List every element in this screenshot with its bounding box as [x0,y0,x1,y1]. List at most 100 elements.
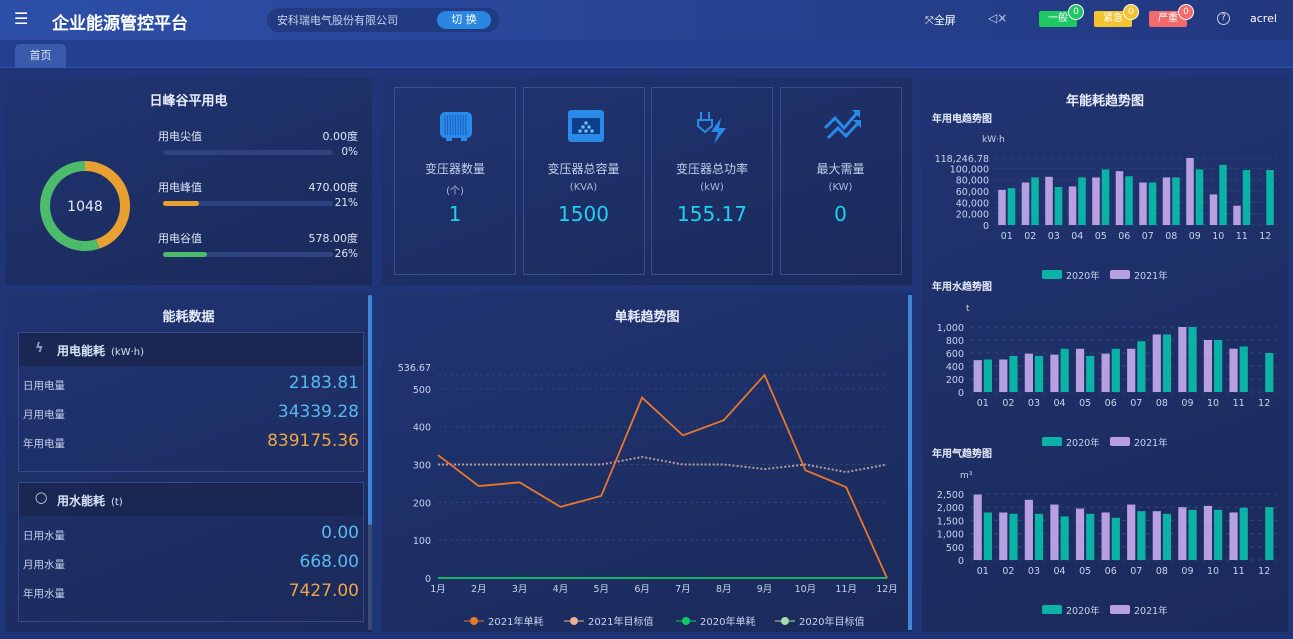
help-icon[interactable]: ? [1217,12,1230,25]
legend-marker [682,617,690,625]
x-tick-label: 10 [1212,231,1224,242]
legend-item[interactable]: 2020年 [1042,270,1100,282]
bar [1152,334,1161,392]
chart-title: 年用电趋势图 [932,112,992,125]
stat-card: 变压器总功率 (kW) 155.17 [651,87,773,275]
legend-item[interactable]: 2021年 [1110,270,1168,282]
x-tick-label: 11 [1233,566,1245,577]
header: ☰ 企业能源管控平台 安科瑞电气股份有限公司 切 换 ⤧全屏 ◁× ? acre… [0,0,1293,40]
legend-item[interactable]: 2020年 [1042,605,1100,617]
bar [1068,186,1077,225]
scrollbar[interactable] [368,295,372,630]
bar [1203,505,1213,560]
y-tick-label: 400 [946,362,964,373]
bar [1209,194,1218,225]
bar [1186,158,1194,225]
bar [1101,353,1110,392]
bar [1075,508,1085,560]
x-tick-label: 08 [1165,231,1177,242]
y-tick-label: 400 [413,423,431,434]
panel-title: 日峰谷平用电 [149,94,228,109]
bar [983,359,992,392]
unit-consumption-panel: 单耗趋势图 0 100 200 300 400 500 536.67 1月 2月 3月 4月 5月 6月… [382,293,912,632]
svg-text:2020年: 2020年 [1066,270,1100,282]
bar [1009,513,1018,560]
x-tick-label: 9月 [757,584,773,595]
y-tick-label: 118,246.78 [935,154,989,165]
svg-text:2020年: 2020年 [1066,437,1100,449]
menu-icon[interactable]: ☰ [14,9,29,28]
x-tick-label: 05 [1079,566,1091,577]
tab-home[interactable]: 首页 [15,44,66,68]
lightning-icon: ϟ [35,341,44,356]
alarm-button[interactable]: 严重 0 [1149,4,1194,27]
bar [1229,512,1238,560]
svg-text:2021年单耗: 2021年单耗 [488,615,543,628]
y-tick-label: 0 [958,556,964,567]
legend-item[interactable]: 2020年目标值 [775,615,864,628]
x-tick-label: 1月 [430,584,446,595]
mute-icon[interactable]: ◁× [988,11,1008,25]
x-tick-label: 11月 [835,584,857,595]
x-tick-label: 01 [977,566,989,577]
progress-bar [163,201,333,206]
x-tick-label: 12 [1259,231,1271,242]
bar [1111,348,1120,392]
bar [1086,355,1095,392]
legend-item[interactable]: 2020年单耗 [676,615,755,628]
x-tick-label: 10月 [795,584,817,595]
x-tick-label: 02 [1002,398,1014,409]
svg-text:2021年: 2021年 [1134,605,1168,617]
scrollbar[interactable] [908,295,912,630]
x-tick-label: 10 [1207,398,1219,409]
bar [1233,205,1241,225]
legend-item[interactable]: 2021年目标值 [564,615,653,628]
y-tick-label: 2,500 [937,490,964,501]
bar [998,189,1006,225]
legend-marker [1042,270,1062,279]
alarm-button[interactable]: 紧急 0 [1094,4,1139,27]
bar [1009,355,1018,392]
y-tick-label: 2,000 [937,503,964,514]
energy-row: 年用电量 839175.36 [23,431,359,451]
alarm-count-badge: 0 [1178,4,1194,20]
bar [1203,340,1213,392]
legend-item[interactable]: 2021年 [1110,605,1168,617]
bar [1152,511,1161,560]
scrollbar-thumb[interactable] [368,295,372,525]
annual-trend-bar-charts: 年用电趋势图kW·h020,00040,00060,00080,000100,0… [932,112,1277,617]
bar [1086,513,1095,560]
y-tick-label: 0 [425,574,431,585]
x-tick-label: 11 [1233,398,1245,409]
bar [1239,346,1248,392]
alarm-button[interactable]: 一般 0 [1039,4,1084,27]
x-tick-label: 12 [1258,566,1270,577]
bar [1111,517,1120,560]
fullscreen-icon: ⤧ [925,14,934,27]
water-drop-icon: ◯ [35,491,48,504]
legend-item[interactable]: 2021年单耗 [464,615,543,628]
y-tick-label: 0 [983,221,989,232]
x-tick-label: 09 [1181,566,1193,577]
switch-button[interactable]: 切 换 [437,11,491,29]
legend-item[interactable]: 2020年 [1042,437,1100,449]
x-tick-label: 06 [1105,566,1117,577]
power-plug-icon [693,106,733,150]
legend-item[interactable]: 2021年 [1110,437,1168,449]
bar [1137,341,1146,392]
y-axis-unit: t [966,304,970,314]
y-tick-label: 1,000 [937,530,964,541]
fullscreen-button[interactable]: ⤧全屏 [925,14,956,27]
x-tick-label: 07 [1142,231,1154,242]
chart-title: 年用气趋势图 [932,447,992,460]
bar [1162,513,1172,560]
x-tick-label: 7月 [675,584,691,595]
x-tick-label: 07 [1130,566,1142,577]
x-tick-label: 09 [1181,398,1193,409]
x-tick-label: 01 [977,398,989,409]
user-name[interactable]: acrel [1250,12,1277,25]
bar [1172,177,1180,225]
legend-marker [570,617,578,625]
bar [1229,348,1238,392]
x-tick-label: 05 [1095,231,1107,242]
